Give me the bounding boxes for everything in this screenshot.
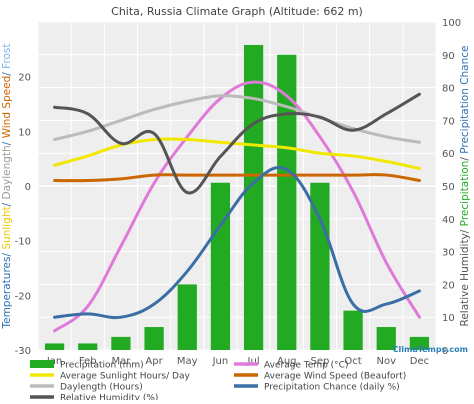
line-relative-humidity	[53, 92, 421, 195]
x-axis-ticks: Jan Feb Mar Apr May Jun Jul Aug Sep Oct Nov Dec	[46, 356, 429, 367]
right-tick-label: 10	[442, 313, 455, 324]
legend-item-average-sunlight-hours-day: Average Sunlight Hours/ Day	[30, 372, 190, 382]
left-tick-label: -10	[15, 237, 31, 248]
bar-precipitation-nov	[376, 327, 396, 350]
x-tick-oct: Oct	[344, 356, 361, 367]
axis-label-part: /	[1, 250, 13, 257]
axis-label-part: /	[1, 200, 13, 207]
series-lines	[53, 80, 421, 333]
legend-item-average-temp-c: Average Temp (°C)	[234, 361, 348, 371]
legend-swatch	[30, 360, 54, 368]
x-tick-aug: Aug	[277, 356, 297, 367]
line-average-wind-speed-beaufort	[53, 173, 421, 183]
legend-label: Average Wind Speed (Beaufort)	[264, 372, 406, 382]
legend-item-relative-humidity: Relative Humidity (%)	[30, 394, 158, 404]
left-tick-label: 20	[18, 73, 31, 84]
left-axis-ticks: -30 -20 -10 0 10 20	[15, 73, 31, 357]
right-tick-label: 30	[442, 248, 455, 259]
legend-item-precipitation-chance-daily: Precipitation Chance (daily %)	[234, 383, 400, 393]
legend-label: Average Sunlight Hours/ Day	[60, 372, 190, 382]
right-axis-label: Relative Humidity/ Precipitation/ Precip…	[459, 46, 471, 327]
x-tick-jul: Jul	[247, 356, 260, 367]
bar-precipitation-dec	[409, 336, 430, 350]
line-average-temp-c	[53, 80, 421, 333]
x-tick-mar: Mar	[111, 356, 131, 367]
bar-precipitation-feb	[78, 343, 98, 350]
legend-label: Relative Humidity (%)	[60, 394, 158, 401]
axis-label-part: Wind Speed	[1, 76, 13, 139]
axis-label-part: Frost	[1, 43, 13, 68]
legend-label: Precipitation Chance (daily %)	[264, 383, 400, 393]
gridlines	[37, 21, 437, 351]
legend: Precipitation (mm) Average Temp (°C)Avera…	[30, 360, 406, 404]
legend-item-precipitation-mm: Precipitation (mm)	[30, 360, 144, 371]
right-tick-label: 90	[442, 51, 455, 62]
right-tick-label: 80	[442, 84, 455, 95]
axis-label-part: Temperatures	[1, 257, 13, 330]
line-average-sunlight-hours-day	[53, 137, 421, 171]
right-tick-label: 70	[442, 116, 455, 127]
left-tick-label: 10	[18, 127, 31, 138]
right-tick-label: 0	[442, 346, 448, 357]
left-axis-label: Temperatures/ Sunlight/ Daylength/ Wind …	[1, 43, 13, 329]
legend-item-average-wind-speed-beaufort: Average Wind Speed (Beaufort)	[234, 372, 406, 382]
x-tick-may: May	[177, 356, 198, 367]
bar-precipitation-mar	[111, 336, 131, 350]
x-tick-apr: Apr	[145, 356, 163, 367]
axis-label-part: /	[1, 69, 13, 76]
axis-label-part: Daylength	[1, 145, 13, 199]
x-tick-dec: Dec	[410, 356, 429, 367]
bar-precipitation-oct	[343, 310, 363, 350]
x-tick-feb: Feb	[79, 356, 97, 367]
axis-label-part: /	[1, 138, 13, 145]
legend-label: Average Temp (°C)	[264, 361, 348, 371]
right-tick-label: 60	[442, 149, 455, 160]
chart-title: Chita, Russia Climate Graph (Altitude: 6…	[111, 5, 363, 18]
x-tick-jun: Jun	[212, 356, 229, 367]
right-tick-label: 50	[442, 182, 455, 193]
bar-precipitation-aug	[277, 54, 297, 351]
x-tick-jan: Jan	[46, 356, 62, 367]
bar-precipitation-jul	[243, 44, 264, 351]
axis-label-part: /	[459, 226, 471, 233]
right-axis-ticks: 0 10 20 30 40 50 60 70 80 90 100	[442, 18, 461, 357]
line-precipitation-chance-daily	[53, 166, 421, 320]
axis-label-part: /	[459, 154, 471, 161]
legend-item-daylength-hours: Daylength (Hours)	[30, 383, 143, 393]
left-tick-label: 0	[25, 182, 31, 193]
legend-label: Precipitation (mm)	[60, 361, 144, 371]
x-tick-nov: Nov	[376, 356, 396, 367]
precipitation-bars	[44, 44, 430, 351]
right-tick-label: 20	[442, 280, 455, 291]
legend-label: Daylength (Hours)	[60, 383, 143, 393]
axis-label-part: Sunlight	[1, 206, 13, 249]
axis-label-part: Relative Humidity	[459, 233, 471, 326]
bar-precipitation-jun	[210, 182, 231, 350]
right-tick-label: 40	[442, 215, 455, 226]
left-tick-label: -30	[15, 346, 31, 357]
bar-precipitation-apr	[144, 327, 164, 350]
watermark: ClimaTemps.com	[393, 345, 468, 354]
left-tick-label: -20	[15, 291, 31, 302]
x-tick-sep: Sep	[310, 356, 329, 367]
axis-label-part: Precipitation Chance	[459, 46, 471, 154]
bar-precipitation-may	[177, 284, 197, 350]
bar-precipitation-sep	[310, 182, 330, 350]
bar-precipitation-jan	[44, 343, 65, 350]
right-tick-label: 100	[442, 18, 461, 29]
axis-label-part: Precipitation	[459, 161, 471, 227]
